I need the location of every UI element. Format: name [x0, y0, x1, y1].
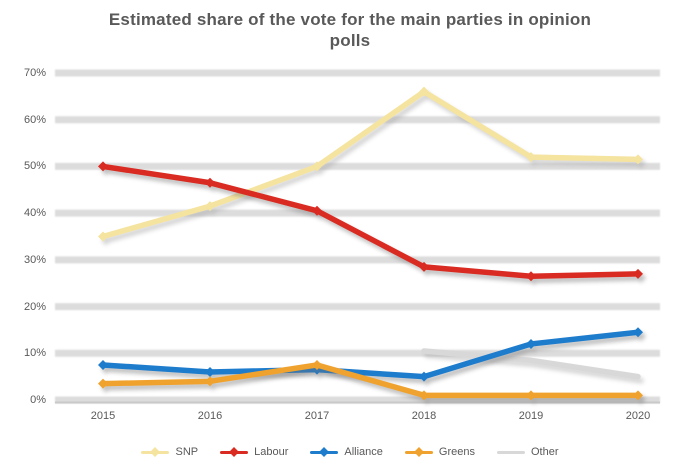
data-point-marker	[312, 359, 322, 370]
data-point-marker	[98, 231, 108, 242]
series-other	[421, 348, 641, 380]
legend-label: Alliance	[344, 446, 383, 458]
x-tick-label: 2017	[304, 410, 330, 422]
legend-swatch-icon	[220, 447, 249, 457]
legend-swatch-icon	[310, 447, 339, 457]
y-tick-label: 60%	[23, 113, 46, 126]
y-tick-label: 30%	[23, 253, 46, 266]
legend-item-alliance: Alliance	[310, 446, 383, 458]
chart-title-line1: Estimated share of the vote for the main…	[108, 10, 592, 29]
legend-marker-icon	[413, 447, 424, 457]
data-point-marker	[526, 152, 536, 163]
series-line-alliance	[100, 329, 641, 380]
data-point-marker	[526, 271, 536, 282]
series-line-greens	[100, 362, 641, 399]
x-tick-label: 2018	[411, 410, 437, 422]
chart-title: Estimated share of the vote for the main…	[20, 9, 680, 51]
x-tick-label: 2015	[90, 410, 116, 422]
chart-title-line2: polls	[329, 31, 371, 50]
data-point-marker	[419, 261, 429, 272]
data-point-marker	[419, 390, 429, 401]
legend-line-icon	[496, 450, 525, 454]
gridlines-group	[55, 69, 660, 404]
x-tick-label: 2016	[197, 410, 223, 422]
series-line-labour	[100, 163, 641, 279]
data-point-marker	[312, 205, 322, 216]
data-point-marker	[633, 268, 643, 279]
data-point-marker	[633, 390, 643, 401]
data-point-marker	[98, 161, 108, 172]
legend-swatch-icon	[404, 447, 433, 457]
legend-label: Other	[530, 446, 559, 458]
series-greens	[98, 359, 643, 401]
data-point-marker	[205, 201, 215, 212]
data-point-marker	[633, 154, 643, 165]
data-point-marker	[312, 161, 322, 172]
legend-item-greens: Greens	[404, 446, 475, 458]
legend-label: Greens	[438, 446, 475, 458]
data-point-marker	[98, 359, 108, 370]
series-labour	[98, 161, 643, 282]
data-point-marker	[98, 378, 108, 389]
y-tick-label: 50%	[23, 160, 46, 173]
data-point-marker	[526, 390, 536, 401]
legend-item-labour: Labour	[220, 446, 288, 458]
data-point-marker	[419, 371, 429, 382]
data-point-marker	[633, 327, 643, 338]
legend-marker-icon	[229, 447, 240, 457]
y-tick-label: 10%	[23, 347, 46, 360]
y-tick-label: 70%	[23, 67, 46, 79]
data-point-marker	[205, 376, 215, 387]
legend-swatch-icon	[141, 447, 170, 457]
legend-marker-icon	[319, 447, 330, 457]
y-tick-label: 20%	[23, 300, 46, 313]
series-line-other	[421, 348, 641, 380]
legend-marker-icon	[150, 447, 161, 457]
data-point-marker	[205, 177, 215, 188]
legend-label: SNP	[175, 446, 199, 458]
data-point-marker	[205, 366, 215, 377]
legend-swatch-icon	[496, 447, 525, 457]
legend-label: Labour	[254, 446, 289, 458]
x-tick-label: 2019	[518, 410, 544, 422]
y-tick-label: 40%	[23, 207, 46, 220]
series-alliance	[98, 327, 643, 382]
data-point-marker	[526, 338, 536, 349]
legend-item-other: Other	[496, 446, 559, 458]
legend-item-snp: SNP	[141, 446, 198, 458]
series-snp	[98, 86, 643, 242]
series-line-snp	[100, 88, 641, 240]
data-point-marker	[419, 86, 429, 97]
x-tick-label: 2020	[625, 410, 651, 422]
legend: SNP Labour Alliance Greens Other	[0, 442, 700, 462]
y-tick-label: 0%	[30, 394, 46, 406]
